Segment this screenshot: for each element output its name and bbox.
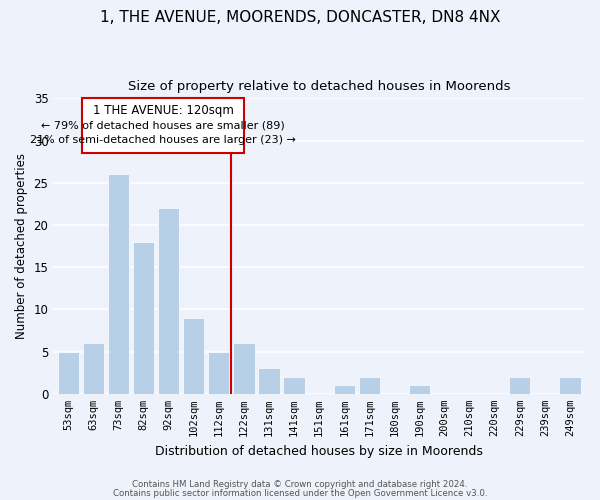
Text: 21% of semi-detached houses are larger (23) →: 21% of semi-detached houses are larger (… xyxy=(30,134,296,144)
Bar xyxy=(409,386,430,394)
Title: Size of property relative to detached houses in Moorends: Size of property relative to detached ho… xyxy=(128,80,511,93)
Bar xyxy=(559,377,581,394)
FancyBboxPatch shape xyxy=(82,98,244,153)
Bar xyxy=(58,352,79,394)
Text: ← 79% of detached houses are smaller (89): ← 79% of detached houses are smaller (89… xyxy=(41,120,285,130)
Text: Contains public sector information licensed under the Open Government Licence v3: Contains public sector information licen… xyxy=(113,488,487,498)
Bar xyxy=(283,377,305,394)
Bar xyxy=(359,377,380,394)
Text: Contains HM Land Registry data © Crown copyright and database right 2024.: Contains HM Land Registry data © Crown c… xyxy=(132,480,468,489)
Bar xyxy=(259,368,280,394)
Bar xyxy=(133,242,154,394)
Bar xyxy=(233,343,254,394)
X-axis label: Distribution of detached houses by size in Moorends: Distribution of detached houses by size … xyxy=(155,444,483,458)
Bar xyxy=(334,386,355,394)
Bar xyxy=(509,377,530,394)
Text: 1 THE AVENUE: 120sqm: 1 THE AVENUE: 120sqm xyxy=(92,104,233,118)
Bar xyxy=(208,352,229,394)
Bar xyxy=(108,174,129,394)
Y-axis label: Number of detached properties: Number of detached properties xyxy=(15,153,28,339)
Text: 1, THE AVENUE, MOORENDS, DONCASTER, DN8 4NX: 1, THE AVENUE, MOORENDS, DONCASTER, DN8 … xyxy=(100,10,500,25)
Bar xyxy=(158,208,179,394)
Bar xyxy=(183,318,205,394)
Bar xyxy=(83,343,104,394)
